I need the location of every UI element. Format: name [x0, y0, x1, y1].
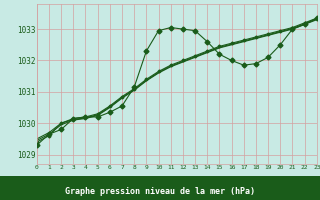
- Text: Graphe pression niveau de la mer (hPa): Graphe pression niveau de la mer (hPa): [65, 188, 255, 196]
